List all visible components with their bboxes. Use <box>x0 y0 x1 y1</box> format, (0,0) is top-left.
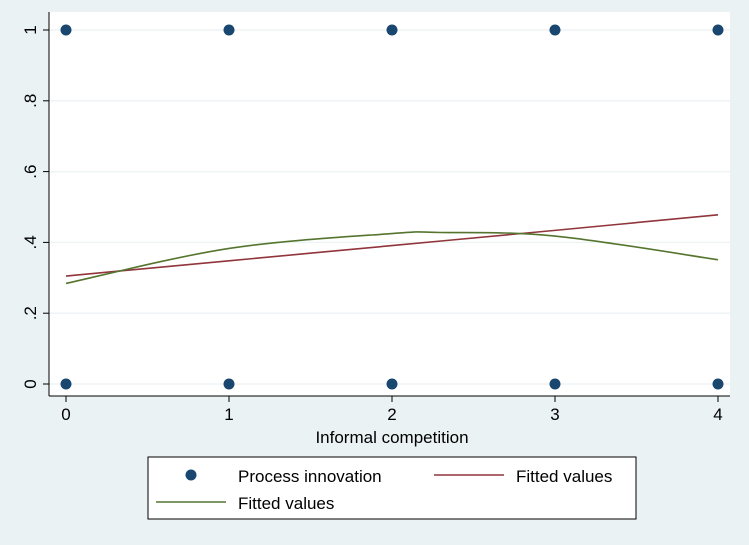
x-tick-label: 0 <box>61 405 70 424</box>
data-point <box>549 24 561 36</box>
y-tick-label: .4 <box>21 235 40 249</box>
series-points <box>60 24 724 390</box>
ticks: 0 .2 .4 .6 .8 1 0 1 2 3 4 <box>21 25 723 424</box>
legend-label-process-innovation: Process innovation <box>238 467 382 486</box>
legend-marker-process-innovation <box>185 469 197 481</box>
legend-label-fitted-linear: Fitted values <box>516 467 612 486</box>
plot-area <box>49 12 730 396</box>
data-point <box>712 378 724 390</box>
y-tick-label: .2 <box>21 306 40 320</box>
x-tick-label: 2 <box>387 405 396 424</box>
axes <box>48 12 730 397</box>
y-tick-label: 0 <box>21 379 40 388</box>
series-line-1 <box>65 213 719 277</box>
data-point <box>60 24 72 36</box>
series-lines <box>65 213 719 285</box>
legend-box <box>147 456 637 520</box>
data-point <box>223 24 235 36</box>
x-axis-title: Informal competition <box>315 428 468 447</box>
y-tick-label: .6 <box>21 165 40 179</box>
x-tick-label: 1 <box>224 405 233 424</box>
data-point <box>712 24 724 36</box>
x-tick-label: 4 <box>713 405 722 424</box>
legend-label-fitted-quadratic: Fitted values <box>238 494 334 513</box>
legend: Process innovation Fitted values Fitted … <box>147 456 637 520</box>
series-line-2 <box>65 231 719 285</box>
data-point <box>60 378 72 390</box>
data-point <box>549 378 561 390</box>
data-point <box>223 378 235 390</box>
y-tick-label: .8 <box>21 94 40 108</box>
y-tick-label: 1 <box>21 25 40 34</box>
data-point <box>386 378 398 390</box>
data-point <box>386 24 398 36</box>
x-tick-label: 3 <box>550 405 559 424</box>
